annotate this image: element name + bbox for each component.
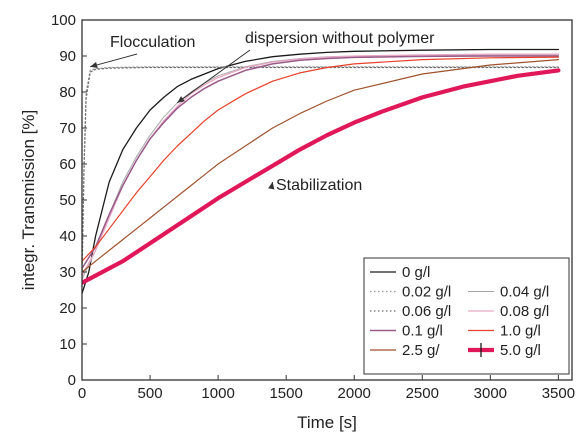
- x-tick-label: 500: [138, 385, 163, 402]
- annotation-arrowhead-2: [268, 182, 275, 190]
- y-tick-label: 50: [59, 192, 76, 209]
- legend-label-6: 1.0 g/l: [500, 323, 541, 340]
- x-tick-label: 1500: [269, 385, 302, 402]
- y-tick-label: 0: [68, 372, 76, 389]
- y-tick-label: 90: [59, 48, 76, 65]
- legend-box: [363, 257, 570, 375]
- annotation-text-0: Flocculation: [110, 34, 195, 51]
- x-tick-label: 0: [78, 385, 86, 402]
- series-line-0: [82, 48, 560, 295]
- y-tick-label: 20: [59, 300, 76, 317]
- y-tick-label: 10: [59, 336, 76, 353]
- y-axis-label: integr. Transmission [%]: [19, 110, 38, 290]
- annotation-arrowhead-1: [177, 96, 185, 103]
- legend-label-2: 0.04 g/l: [500, 284, 549, 301]
- x-tick-label: 3000: [474, 385, 507, 402]
- x-tick-label: 2500: [406, 385, 439, 402]
- series-line-1: [82, 66, 560, 280]
- annotation-arrowhead-0: [90, 61, 98, 69]
- x-axis-label: Time [s]: [297, 413, 357, 432]
- legend-label-7: 2.5 g/: [402, 342, 440, 359]
- x-tick-label: 2000: [338, 385, 371, 402]
- x-tick-label: 1000: [201, 385, 234, 402]
- series-layer: [82, 48, 561, 295]
- series-line-5: [82, 55, 560, 270]
- annotation-arrow-0: [90, 53, 138, 68]
- series-line-3: [82, 66, 560, 280]
- legend-label-3: 0.06 g/l: [402, 303, 451, 320]
- legend-label-8: 5.0 g/l: [500, 342, 541, 359]
- y-tick-label: 40: [59, 228, 76, 245]
- legend-label-5: 0.1 g/l: [402, 323, 443, 340]
- legend-label-1: 0.02 g/l: [402, 284, 451, 301]
- ticks-layer: 0 500 1000 1500 2000 2500 3000 3500 0 10 20 30 40 50 6…: [51, 12, 575, 402]
- legend: 0 g/l 0.02 g/l 0.04 g/l 0.06 g/l 0.08 g/l 0.1…: [363, 257, 570, 375]
- legend-label-4: 0.08 g/l: [500, 303, 549, 320]
- y-tick-label: 100: [51, 12, 76, 29]
- series-line-6: [82, 56, 560, 262]
- y-tick-label: 60: [59, 156, 76, 173]
- y-tick-label: 30: [59, 264, 76, 281]
- annotation-arrow-1: [176, 49, 251, 104]
- x-tick-label: 3500: [542, 385, 575, 402]
- annotation-text-2: Stabilization: [276, 177, 362, 194]
- annotations-layer: Flocculation dispersion without polymer St…: [90, 30, 435, 194]
- series-line-8: [82, 68, 561, 285]
- series-line-7: [82, 58, 560, 273]
- y-tick-label: 70: [59, 120, 76, 137]
- annotation-text-1: dispersion without polymer: [245, 30, 435, 47]
- y-tick-label: 80: [59, 84, 76, 101]
- legend-label-0: 0 g/l: [402, 264, 430, 281]
